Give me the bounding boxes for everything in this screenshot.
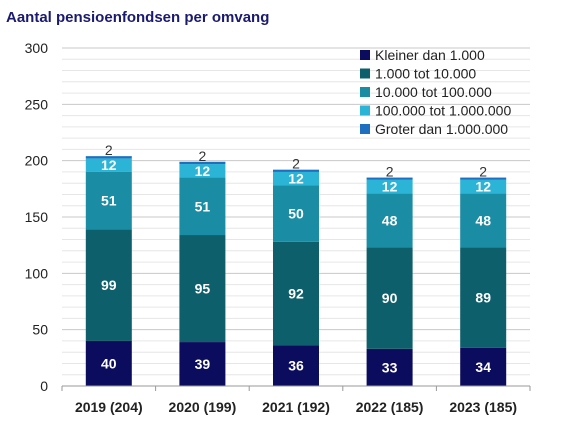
bar-segment bbox=[366, 348, 413, 386]
x-tick-label: 2022 (185) bbox=[356, 399, 424, 415]
legend-entry: 10.000 tot 100.000 bbox=[375, 84, 492, 100]
legend-entry: Groter dan 1.000.000 bbox=[375, 121, 508, 137]
data-label: 50 bbox=[288, 206, 304, 222]
data-label: 2 bbox=[292, 156, 300, 172]
legend-swatch bbox=[360, 105, 370, 116]
data-label: 12 bbox=[382, 179, 398, 195]
y-tick-label: 0 bbox=[40, 378, 48, 394]
data-label: 48 bbox=[382, 212, 398, 228]
data-label: 99 bbox=[101, 277, 117, 293]
legend-swatch bbox=[360, 124, 370, 134]
bar-segment bbox=[366, 177, 413, 180]
data-label: 2 bbox=[199, 148, 207, 164]
data-label: 51 bbox=[195, 198, 211, 214]
legend-swatch bbox=[360, 68, 370, 79]
data-label: 90 bbox=[382, 290, 398, 306]
bar-segment bbox=[179, 342, 226, 386]
y-axis: 0 50 100 150 200 250 300 bbox=[25, 40, 49, 394]
bar-segment bbox=[179, 164, 226, 178]
bar-segment bbox=[179, 177, 226, 236]
data-label: 2 bbox=[479, 164, 487, 180]
bar-segment bbox=[273, 345, 319, 386]
y-tick-label: 200 bbox=[25, 153, 49, 169]
legend-entry: Kleiner dan 1.000 bbox=[375, 47, 485, 63]
bar-segment bbox=[179, 235, 226, 343]
y-tick-label: 300 bbox=[25, 40, 49, 56]
bar-segment bbox=[273, 171, 319, 186]
bar-segment bbox=[460, 179, 507, 194]
data-label: 36 bbox=[288, 358, 304, 374]
bar-segment bbox=[460, 193, 507, 248]
bar-segment bbox=[366, 247, 413, 349]
data-label: 34 bbox=[475, 359, 491, 375]
data-label: 12 bbox=[195, 163, 211, 179]
data-label: 48 bbox=[475, 212, 491, 228]
y-tick-label: 50 bbox=[32, 322, 48, 338]
legend-entry: 1.000 tot 10.000 bbox=[375, 66, 476, 82]
data-label: 39 bbox=[195, 356, 211, 372]
data-label: 95 bbox=[195, 281, 211, 297]
data-label: 12 bbox=[288, 171, 304, 187]
bar-segment bbox=[273, 185, 319, 242]
y-tick-label: 100 bbox=[25, 265, 49, 281]
data-label: 33 bbox=[382, 359, 398, 375]
bar-segment bbox=[460, 247, 507, 348]
bar-segment bbox=[273, 241, 319, 346]
data-label: 92 bbox=[288, 286, 304, 302]
x-axis: 2019 (204) 2020 (199) 2021 (192) 2022 (185)… bbox=[61, 385, 531, 415]
y-tick-label: 250 bbox=[25, 96, 49, 112]
legend: Kleiner dan 1.000 1.000 tot 10.000 10.000 … bbox=[360, 47, 511, 137]
data-label: 12 bbox=[475, 179, 491, 195]
legend-entry: 100.000 tot 1.000.000 bbox=[375, 103, 511, 119]
data-label: 51 bbox=[101, 193, 117, 209]
bar-segment bbox=[366, 179, 413, 194]
x-tick-label: 2020 (199) bbox=[169, 399, 237, 415]
x-tick-label: 2023 (185) bbox=[449, 399, 517, 415]
data-label: 2 bbox=[105, 142, 113, 158]
bar-segment bbox=[366, 193, 413, 248]
bar-segment bbox=[85, 340, 132, 386]
legend-swatch bbox=[360, 87, 370, 97]
y-tick-label: 150 bbox=[25, 209, 49, 225]
bar-segment bbox=[460, 177, 507, 180]
bar-segment bbox=[85, 171, 132, 230]
data-label: 12 bbox=[101, 157, 117, 173]
bar-segment bbox=[85, 158, 132, 172]
data-label: 2 bbox=[386, 164, 394, 180]
bar-segment bbox=[460, 347, 507, 386]
x-tick-label: 2021 (192) bbox=[262, 399, 330, 415]
legend-swatch bbox=[360, 50, 370, 60]
data-label: 89 bbox=[475, 290, 491, 306]
chart-title: Aantal pensioenfondsen per omvang bbox=[6, 9, 269, 26]
bar-segment bbox=[85, 156, 132, 159]
bar-segment bbox=[179, 161, 226, 165]
x-tick-label: 2019 (204) bbox=[75, 399, 143, 415]
bar-segment bbox=[85, 229, 132, 341]
data-label: 40 bbox=[101, 355, 117, 371]
bar-segment bbox=[273, 169, 319, 172]
bars: 4099511223995511223692501223390481223489… bbox=[85, 142, 507, 386]
